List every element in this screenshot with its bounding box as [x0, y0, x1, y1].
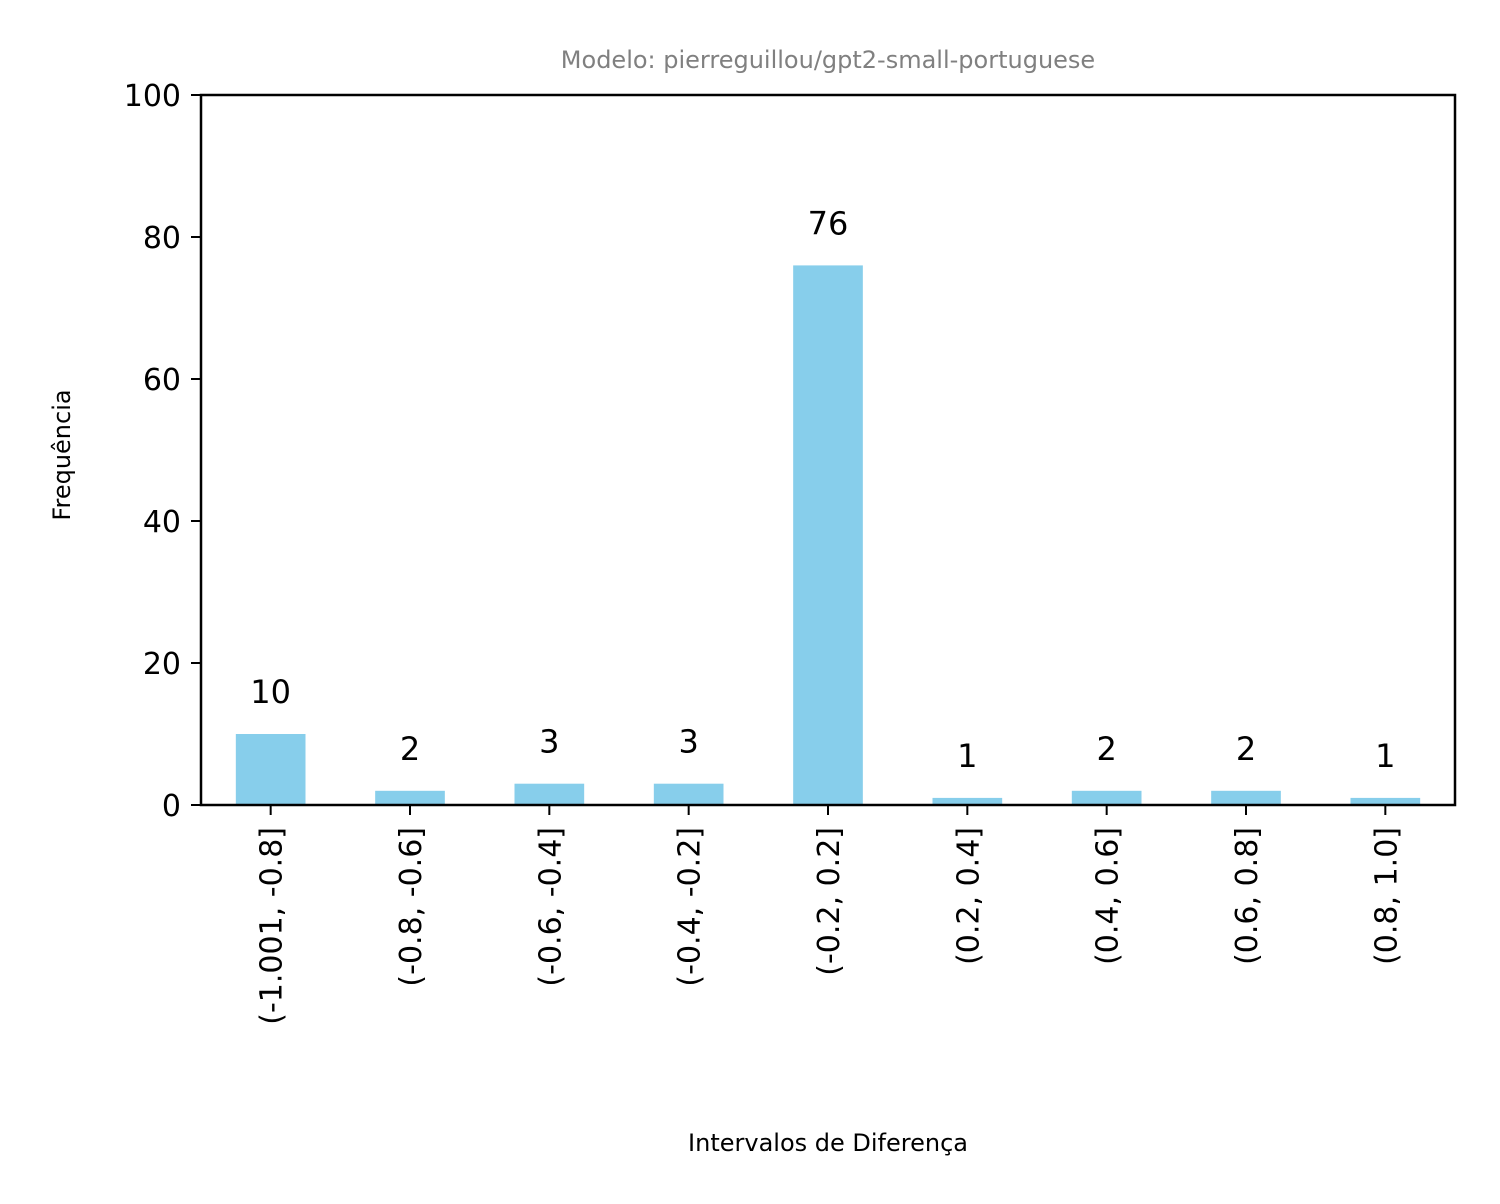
- x-axis-label: Intervalos de Diferença: [688, 1129, 968, 1157]
- bar-7: [1211, 790, 1281, 805]
- data-label-1: 2: [400, 730, 420, 768]
- bar-4: [793, 265, 863, 805]
- y-tick-label-1: 20: [143, 647, 181, 682]
- data-label-3: 3: [678, 723, 698, 761]
- x-tick-label-6: (0.4, 0.6]: [1091, 827, 1126, 965]
- y-tick-label-0: 0: [162, 789, 181, 824]
- x-tick-label-2: (-0.6, -0.4]: [533, 827, 568, 987]
- x-tick-label-0: (-1.001, -0.8]: [255, 827, 290, 1025]
- y-axis-label: Frequência: [48, 389, 76, 520]
- bars-layer: [235, 265, 1421, 805]
- x-axis: (-1.001, -0.8] (-0.8, -0.6] (-0.6, -0.4] (-…: [255, 805, 1404, 1025]
- y-tick-label-2: 40: [143, 505, 181, 540]
- bar-3: [653, 783, 724, 805]
- y-tick-label-5: 100: [124, 79, 181, 114]
- chart-title: Modelo: pierreguillou/gpt2-small-portugu…: [561, 46, 1095, 74]
- data-label-5: 1: [957, 737, 977, 775]
- data-label-8: 1: [1375, 737, 1395, 775]
- y-axis: 0 20 40 60 80 100: [124, 79, 201, 824]
- bar-2: [514, 783, 585, 805]
- x-tick-label-7: (0.6, 0.8]: [1230, 827, 1265, 965]
- bar-1: [375, 790, 445, 805]
- bar-5: [932, 797, 1003, 805]
- bar-8: [1350, 797, 1421, 805]
- x-tick-label-4: (-0.2, 0.2]: [812, 827, 847, 976]
- bar-0: [235, 734, 306, 805]
- y-tick-label-4: 80: [143, 221, 181, 256]
- data-labels-layer: 10 2 3 3 76 1 2 2 1: [250, 204, 1395, 775]
- x-tick-label-1: (-0.8, -0.6]: [394, 827, 429, 987]
- data-label-7: 2: [1236, 730, 1256, 768]
- data-label-0: 10: [250, 673, 291, 711]
- bar-6: [1071, 790, 1142, 805]
- y-tick-label-3: 60: [143, 363, 181, 398]
- plot-frame: [199, 93, 1457, 807]
- data-label-6: 2: [1096, 730, 1116, 768]
- x-tick-label-8: (0.8, 1.0]: [1369, 827, 1404, 965]
- data-label-4: 76: [808, 204, 849, 242]
- x-tick-label-3: (-0.4, -0.2]: [673, 827, 708, 987]
- x-tick-label-5: (0.2, 0.4]: [951, 827, 986, 965]
- data-label-2: 3: [539, 723, 559, 761]
